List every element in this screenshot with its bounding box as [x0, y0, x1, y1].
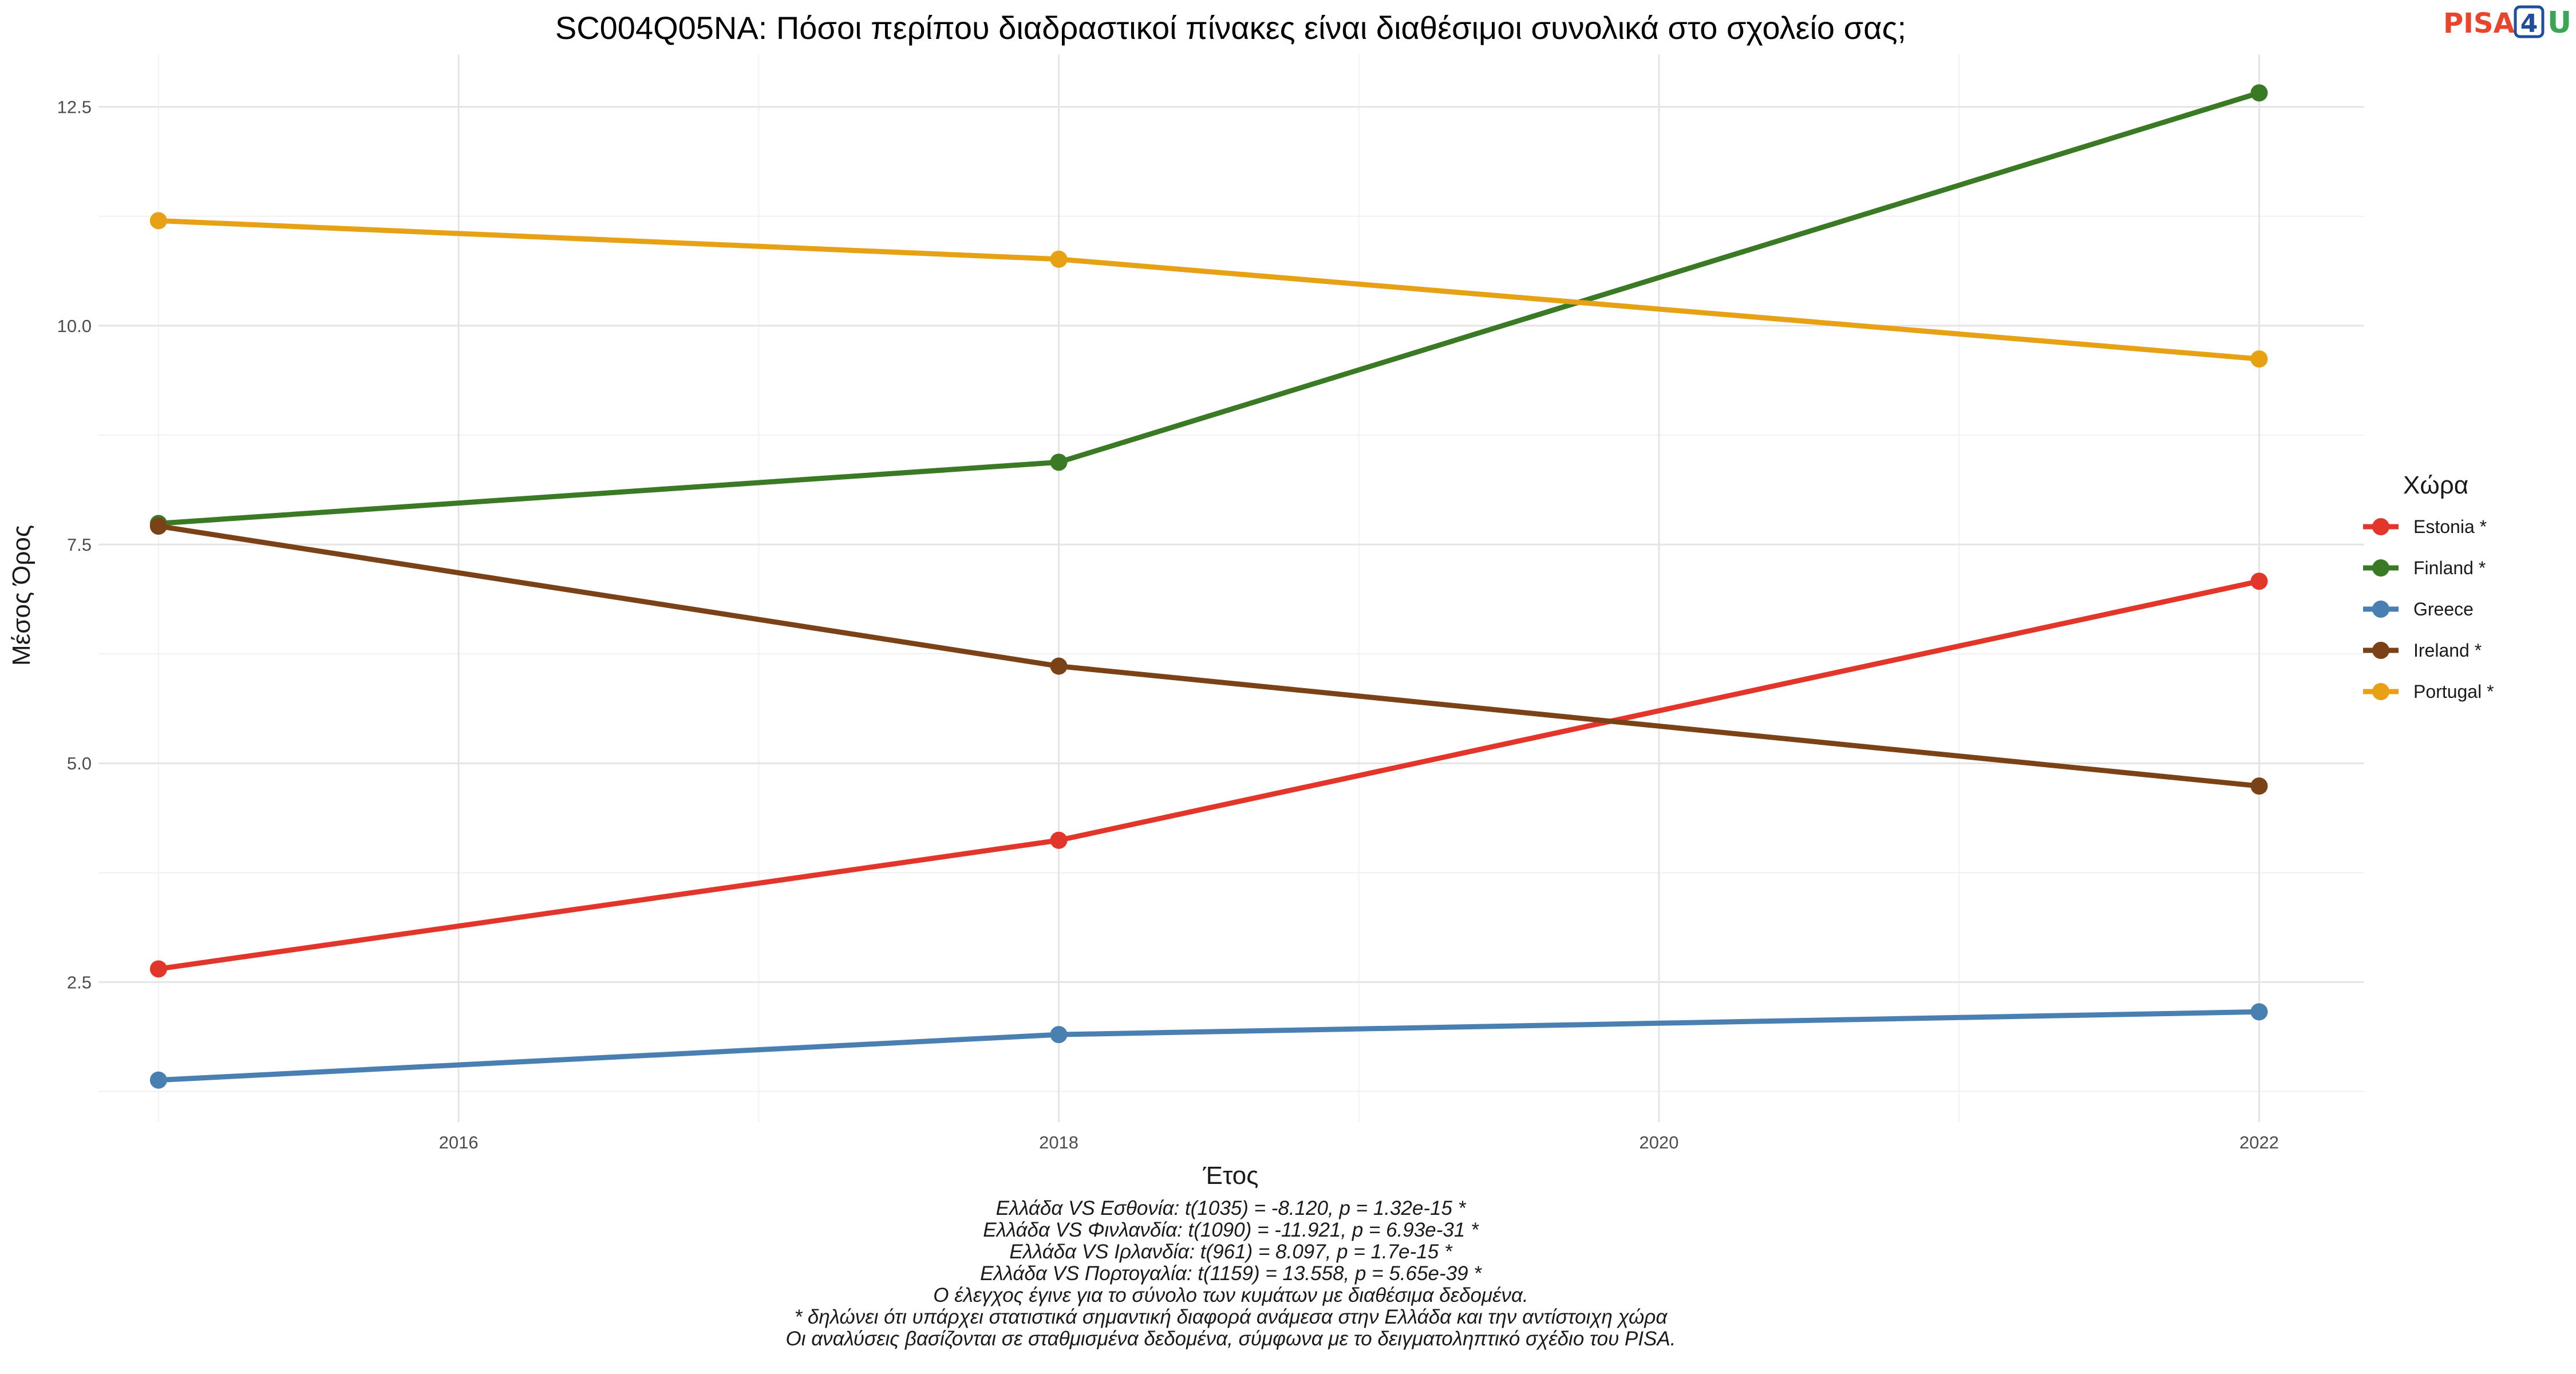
- series-line-greece: [158, 1009, 2259, 1083]
- data-point-finland: [1050, 453, 1068, 471]
- y-tick-label: 12.5: [57, 97, 92, 117]
- y-tick-label: 10.0: [57, 316, 92, 336]
- data-point-greece: [1050, 1026, 1068, 1044]
- x-tick-label: 2022: [2239, 1132, 2279, 1152]
- x-tick-label: 2016: [439, 1132, 479, 1152]
- series-line-portugal: [158, 218, 2259, 362]
- caption: Ελλάδα VS Εσθονία: t(1035) = -8.120, p =…: [785, 1197, 1676, 1350]
- legend-key-point: [2372, 559, 2389, 577]
- legend-key-point: [2372, 601, 2389, 618]
- x-axis-title: Έτος: [1203, 1162, 1259, 1190]
- caption-line: * δηλώνει ότι υπάρχει στατιστικά σημαντι…: [795, 1306, 1668, 1328]
- y-axis-title: Μέσος Όρος: [7, 525, 35, 666]
- grid-major: [98, 54, 2364, 1122]
- legend-label: Estonia *: [2413, 516, 2487, 537]
- series-line-finland: [158, 90, 2260, 526]
- legend: Χώρα Estonia * Finland * Greece Ireland * Po…: [2363, 471, 2494, 702]
- data-point-portugal: [149, 212, 167, 230]
- legend-title: Χώρα: [2403, 471, 2468, 499]
- data-point-portugal: [1050, 250, 1068, 268]
- legend-key-point: [2372, 642, 2389, 659]
- legend-item-finland: Finland *: [2363, 558, 2486, 578]
- series-line-ireland: [158, 523, 2259, 789]
- caption-line: Ελλάδα VS Ιρλανδία: t(961) = 8.097, p = …: [1009, 1241, 1453, 1263]
- data-point-greece: [149, 1071, 167, 1089]
- caption-line: Οι αναλύσεις βασίζονται σε σταθμισμένα δ…: [785, 1328, 1676, 1350]
- data-point-portugal: [2250, 350, 2268, 368]
- data-point-finland: [2250, 84, 2268, 102]
- series-lines: [158, 90, 2260, 1083]
- legend-label: Portugal *: [2413, 681, 2494, 702]
- legend-key-point: [2372, 518, 2389, 535]
- x-tick-labels: 2016 2018 2020 2022: [439, 1132, 2279, 1152]
- data-point-estonia: [149, 960, 167, 978]
- legend-label: Greece: [2413, 599, 2474, 619]
- legend-label: Ireland *: [2413, 640, 2482, 661]
- data-point-greece: [2250, 1003, 2268, 1021]
- series-points: [149, 84, 2268, 1089]
- legend-item-greece: Greece: [2363, 599, 2474, 619]
- data-point-estonia: [2250, 572, 2268, 590]
- y-tick-label: 2.5: [67, 972, 92, 992]
- data-point-ireland: [2250, 777, 2268, 795]
- logo-box: [2514, 5, 2545, 38]
- logo-text-box: 4: [2520, 9, 2538, 38]
- data-point-ireland: [149, 517, 167, 535]
- y-tick-labels: 2.5 5.0 7.5 10.0 12.5: [57, 97, 92, 993]
- logo-text-left: PISA: [2443, 7, 2515, 40]
- legend-key-point: [2372, 683, 2389, 700]
- legend-item-ireland: Ireland *: [2363, 640, 2482, 661]
- caption-line: Ελλάδα VS Φινλανδία: t(1090) = -11.921, …: [983, 1219, 1479, 1241]
- pisa4u-logo: PISA 4 U: [2443, 5, 2571, 40]
- grid-minor: [98, 54, 2364, 1122]
- legend-item-portugal: Portugal *: [2363, 681, 2494, 702]
- legend-item-estonia: Estonia *: [2363, 516, 2487, 537]
- data-point-ireland: [1050, 657, 1068, 675]
- x-tick-label: 2018: [1039, 1132, 1078, 1152]
- legend-label: Finland *: [2413, 558, 2486, 578]
- data-point-estonia: [1050, 831, 1068, 849]
- caption-line: Ελλάδα VS Πορτογαλία: t(1159) = 13.558, …: [980, 1262, 1482, 1285]
- caption-line: Ο έλεγχος έγινε για το σύνολο των κυμάτω…: [933, 1284, 1528, 1306]
- series-line-estonia: [158, 578, 2260, 972]
- caption-line: Ελλάδα VS Εσθονία: t(1035) = -8.120, p =…: [996, 1197, 1467, 1219]
- y-tick-label: 5.0: [67, 753, 92, 773]
- logo-text-right: U: [2547, 6, 2571, 40]
- x-tick-label: 2020: [1639, 1132, 1679, 1152]
- y-tick-label: 7.5: [67, 535, 92, 555]
- chart-title: SC004Q05NA: Πόσοι περίπου διαδραστικοί π…: [555, 10, 1906, 46]
